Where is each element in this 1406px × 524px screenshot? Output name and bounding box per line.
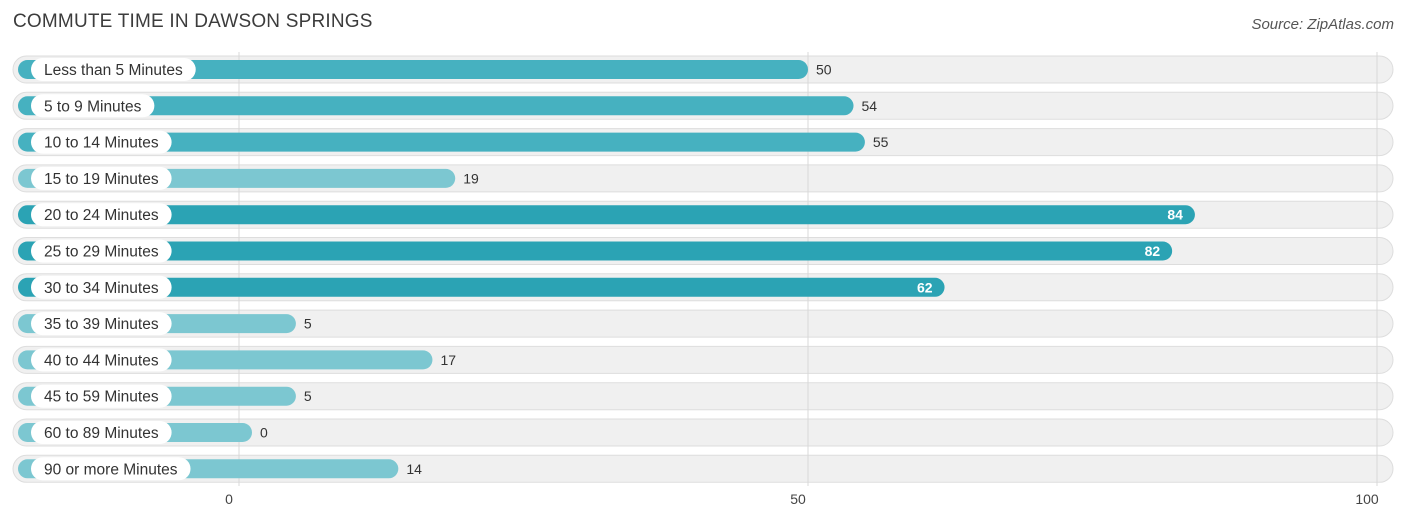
source-note: Source: ZipAtlas.com (1251, 16, 1394, 33)
category-label-pill (31, 457, 191, 481)
bar-track (12, 382, 1394, 411)
category-label-pill (31, 130, 172, 154)
category-label-pill (31, 348, 172, 372)
bar (18, 132, 865, 152)
value-label: 5 (304, 388, 312, 404)
value-label: 19 (463, 170, 479, 186)
value-label: 14 (406, 461, 422, 477)
category-label: 40 to 44 Minutes (44, 352, 159, 369)
category-label: 25 to 29 Minutes (44, 244, 159, 261)
category-label: 90 or more Minutes (44, 461, 178, 478)
category-label-pill (31, 203, 172, 227)
bar-track (12, 309, 1394, 338)
category-label: 10 to 14 Minutes (44, 135, 159, 152)
category-label-pill (31, 58, 196, 81)
chart-title: COMMUTE TIME IN DAWSON SPRINGS (13, 11, 373, 32)
category-label-pill (31, 275, 172, 299)
x-tick-label: 50 (790, 491, 806, 507)
value-label: 17 (440, 352, 456, 368)
value-label: 62 (917, 279, 933, 295)
category-label: 45 to 59 Minutes (44, 389, 159, 406)
category-label-pill (31, 384, 172, 408)
x-tick-label: 0 (225, 491, 233, 507)
value-label: 55 (873, 134, 889, 150)
x-tick-label: 100 (1355, 491, 1379, 507)
value-label: 54 (862, 98, 878, 114)
category-label-pill (31, 166, 172, 190)
value-label: 50 (816, 62, 832, 78)
value-label: 84 (1167, 207, 1183, 223)
category-label-pill (31, 239, 172, 263)
category-label: 35 to 39 Minutes (44, 316, 159, 333)
category-label: 15 to 19 Minutes (44, 171, 159, 188)
value-label: 82 (1145, 243, 1161, 259)
category-label: 20 to 24 Minutes (44, 207, 159, 224)
value-label: 5 (304, 316, 312, 332)
category-label-pill (31, 312, 172, 336)
bar (18, 60, 808, 79)
bar (18, 205, 1195, 225)
bar-track (12, 418, 1394, 447)
category-label-pill (31, 94, 155, 118)
bar (18, 241, 1173, 261)
category-label: 5 to 9 Minutes (44, 98, 142, 115)
value-label: 0 (260, 425, 268, 441)
category-label: 30 to 34 Minutes (44, 280, 159, 297)
bar (18, 277, 945, 297)
bar (18, 96, 854, 116)
category-label-pill (31, 421, 172, 444)
category-label: Less than 5 Minutes (44, 62, 183, 79)
category-label: 60 to 89 Minutes (44, 425, 159, 442)
